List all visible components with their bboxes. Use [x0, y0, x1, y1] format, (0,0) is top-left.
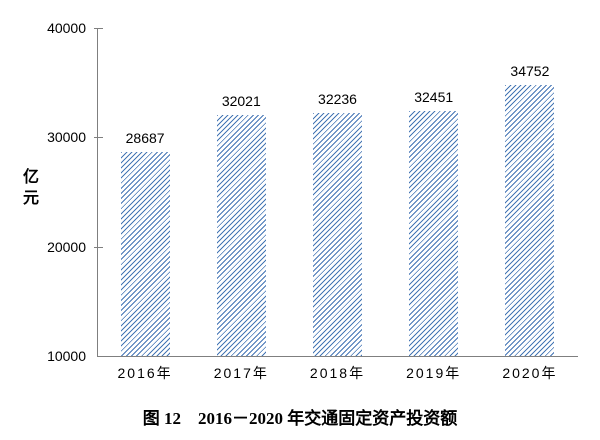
y-tick-label: 40000 — [47, 20, 86, 36]
y-tick-label: 10000 — [47, 348, 86, 364]
y-axis-title: 亿元 — [22, 169, 39, 207]
bar-chart-plot-area: 亿元 10000 20000 30000 40000 28687 2016年 32021 20… — [22, 20, 578, 381]
y-tick-mark — [94, 246, 103, 248]
bar-value-label: 34752 — [510, 63, 550, 80]
x-category-label: 2017年 — [213, 365, 269, 381]
bar-2019年 — [409, 110, 459, 356]
y-tick-mark — [94, 137, 103, 139]
y-tick-label: 20000 — [47, 238, 86, 255]
bar-value-label: 32451 — [414, 88, 454, 105]
bar-value-label: 32021 — [221, 93, 261, 110]
y-tick-label: 30000 — [47, 129, 86, 146]
y-axis-line — [97, 28, 98, 357]
x-axis-line — [97, 356, 578, 357]
bar-2018年 — [313, 112, 362, 356]
x-category-label: 2020年 — [502, 365, 558, 381]
bar-value-label: 32236 — [318, 90, 357, 107]
bar-2016年 — [120, 151, 170, 356]
x-category-label: 2019年 — [406, 365, 462, 381]
x-category-label: 2016年 — [117, 365, 173, 381]
bar-2017年 — [216, 115, 266, 356]
chart-caption: 图 12 2016－2020 年交通固定资产投资额 — [142, 409, 458, 428]
bar-2020年 — [505, 85, 555, 356]
bar-value-label: 28687 — [125, 129, 165, 146]
x-category-label: 2018年 — [309, 365, 366, 381]
y-tick-mark — [94, 28, 103, 29]
